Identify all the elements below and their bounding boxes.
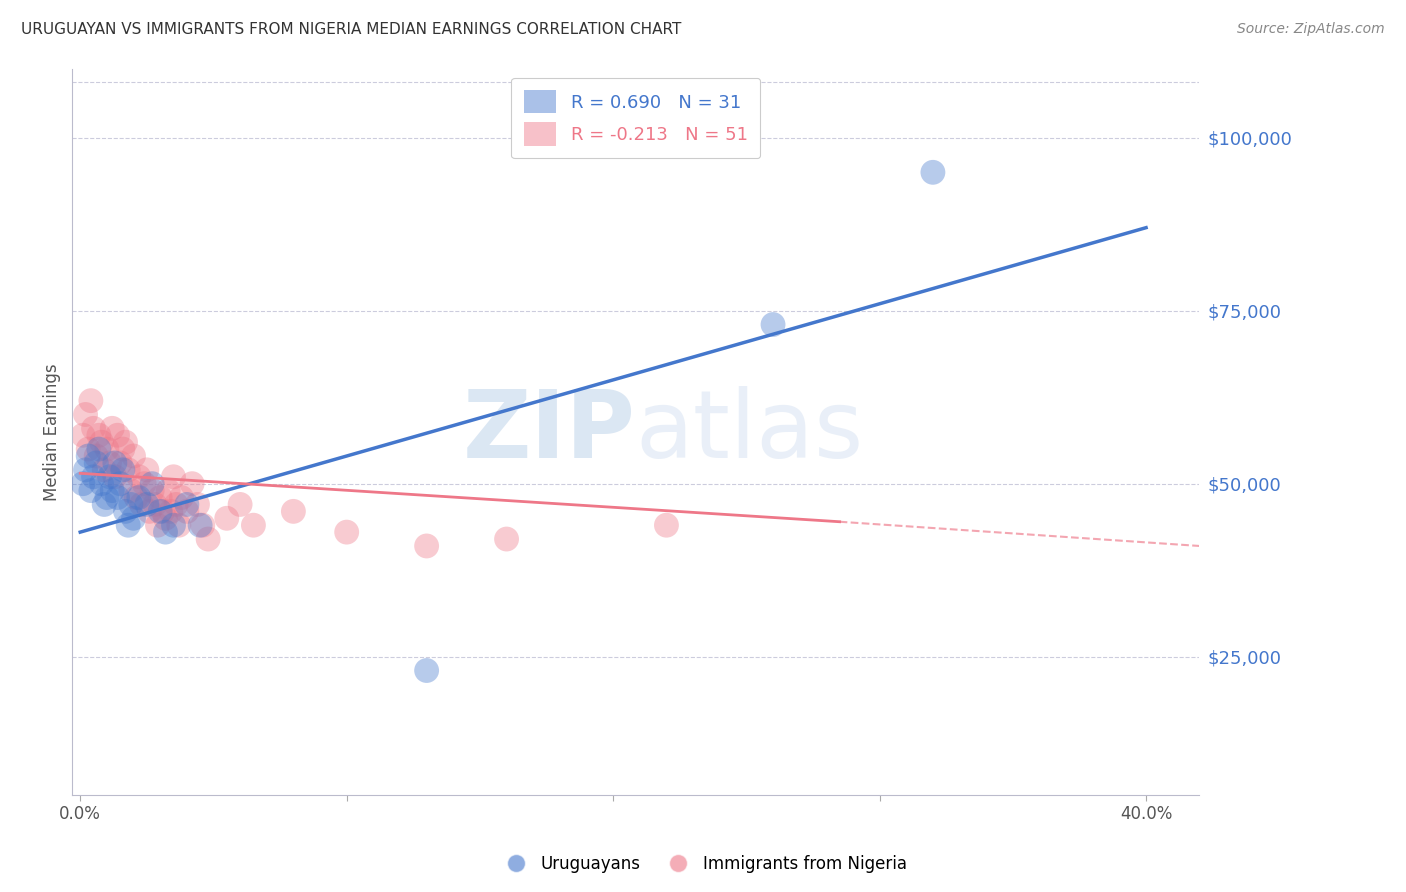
Point	[131, 498, 153, 512]
Point	[96, 491, 118, 505]
Point	[87, 442, 110, 456]
Point	[135, 463, 157, 477]
Point	[75, 463, 97, 477]
Point	[155, 525, 177, 540]
Point	[655, 518, 678, 533]
Point	[111, 442, 134, 456]
Point	[215, 511, 238, 525]
Point	[108, 476, 131, 491]
Point	[83, 421, 105, 435]
Point	[84, 449, 107, 463]
Point	[90, 435, 112, 450]
Point	[146, 518, 169, 533]
Point	[77, 449, 100, 463]
Y-axis label: Median Earnings: Median Earnings	[44, 363, 60, 500]
Point	[495, 532, 517, 546]
Point	[93, 498, 115, 512]
Point	[922, 165, 945, 179]
Point	[98, 456, 121, 470]
Point	[120, 498, 142, 512]
Point	[84, 456, 107, 470]
Point	[104, 456, 127, 470]
Point	[162, 518, 184, 533]
Point	[134, 476, 156, 491]
Point	[143, 498, 166, 512]
Point	[80, 483, 103, 498]
Point	[149, 504, 172, 518]
Point	[80, 393, 103, 408]
Point	[162, 469, 184, 483]
Point	[155, 511, 177, 525]
Point	[107, 491, 129, 505]
Legend: R = 0.690   N = 31, R = -0.213   N = 51: R = 0.690 N = 31, R = -0.213 N = 51	[512, 78, 761, 158]
Text: URUGUAYAN VS IMMIGRANTS FROM NIGERIA MEDIAN EARNINGS CORRELATION CHART: URUGUAYAN VS IMMIGRANTS FROM NIGERIA MED…	[21, 22, 682, 37]
Point	[122, 511, 145, 525]
Point	[117, 463, 139, 477]
Point	[107, 428, 129, 442]
Point	[128, 469, 150, 483]
Point	[93, 463, 115, 477]
Point	[762, 318, 785, 332]
Point	[138, 504, 160, 518]
Point	[101, 483, 124, 498]
Point	[186, 498, 208, 512]
Legend: Uruguayans, Immigrants from Nigeria: Uruguayans, Immigrants from Nigeria	[492, 848, 914, 880]
Point	[170, 491, 193, 505]
Point	[188, 518, 211, 533]
Point	[72, 476, 94, 491]
Point	[90, 476, 112, 491]
Point	[159, 504, 181, 518]
Point	[167, 518, 190, 533]
Point	[111, 463, 134, 477]
Point	[120, 483, 142, 498]
Point	[128, 491, 150, 505]
Point	[114, 504, 136, 518]
Point	[114, 435, 136, 450]
Point	[181, 476, 204, 491]
Text: Source: ZipAtlas.com: Source: ZipAtlas.com	[1237, 22, 1385, 37]
Point	[98, 469, 121, 483]
Point	[72, 428, 94, 442]
Text: ZIP: ZIP	[463, 386, 636, 478]
Point	[117, 518, 139, 533]
Point	[157, 483, 180, 498]
Point	[75, 408, 97, 422]
Point	[77, 442, 100, 456]
Point	[122, 449, 145, 463]
Point	[176, 504, 198, 518]
Point	[125, 491, 148, 505]
Point	[101, 421, 124, 435]
Point	[149, 491, 172, 505]
Point	[165, 498, 187, 512]
Point	[197, 532, 219, 546]
Point	[191, 518, 214, 533]
Point	[104, 469, 127, 483]
Point	[141, 476, 163, 491]
Point	[176, 498, 198, 512]
Point	[336, 525, 359, 540]
Point	[415, 664, 437, 678]
Point	[283, 504, 305, 518]
Point	[415, 539, 437, 553]
Point	[229, 498, 252, 512]
Point	[141, 483, 163, 498]
Point	[152, 504, 174, 518]
Point	[96, 442, 118, 456]
Point	[87, 428, 110, 442]
Point	[242, 518, 264, 533]
Text: atlas: atlas	[636, 386, 865, 478]
Point	[83, 469, 105, 483]
Point	[108, 456, 131, 470]
Point	[135, 498, 157, 512]
